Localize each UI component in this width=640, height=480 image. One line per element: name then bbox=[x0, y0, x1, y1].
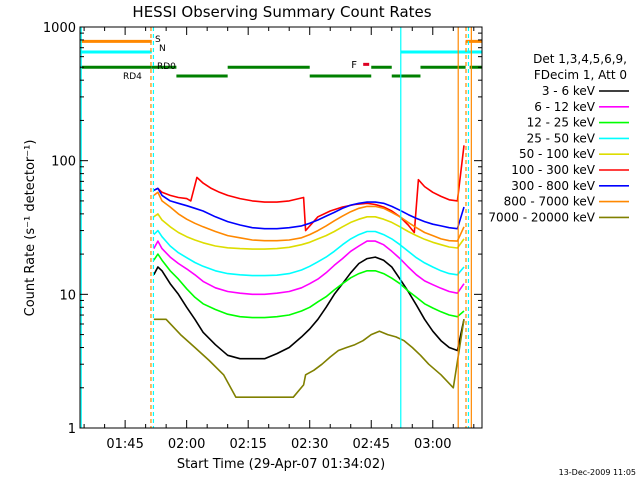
x-tick-label-5: 03:00 bbox=[414, 437, 451, 452]
series-line-8 bbox=[153, 318, 465, 399]
legend-label-8: 7000 - 20000 keV bbox=[488, 210, 595, 224]
x-tick-label-0: 01:45 bbox=[106, 437, 143, 452]
series-line-0 bbox=[153, 256, 465, 360]
chart-title: HESSI Observing Summary Count Rates bbox=[132, 3, 431, 21]
state-label-2: RD0 bbox=[157, 62, 176, 72]
series-line-1 bbox=[153, 240, 465, 296]
legend-label-4: 50 - 100 keV bbox=[519, 147, 596, 161]
state-label-0: S bbox=[155, 35, 161, 45]
y-tick-label-1: 10 bbox=[59, 288, 76, 303]
series-line-3 bbox=[153, 229, 465, 277]
y-axis: 1 10 100 1000 bbox=[43, 21, 482, 437]
legend: Det 1,3,4,5,6,9, FDecim 1, Att 0 3 - 6 k… bbox=[488, 52, 629, 224]
x-tick-label-4: 02:45 bbox=[353, 437, 390, 452]
x-tick-label-1: 02:00 bbox=[168, 437, 205, 452]
series-line-6 bbox=[153, 187, 465, 230]
flare-flag-label: F bbox=[351, 60, 357, 71]
legend-label-5: 100 - 300 keV bbox=[511, 163, 595, 177]
legend-label-3: 25 - 50 keV bbox=[527, 131, 596, 145]
y-tick-label-3: 1000 bbox=[43, 21, 76, 36]
plot-area bbox=[153, 145, 465, 399]
x-tick-label-2: 02:15 bbox=[229, 437, 266, 452]
y-tick-label-2: 100 bbox=[51, 155, 76, 170]
legend-title-line-2: FDecim 1, Att 0 bbox=[534, 68, 627, 82]
footer-timestamp: 13-Dec-2009 11:05 bbox=[559, 468, 636, 477]
legend-label-2: 12 - 25 keV bbox=[527, 116, 596, 130]
state-label-3: RD4 bbox=[123, 72, 142, 82]
legend-label-7: 800 - 7000 keV bbox=[504, 195, 596, 209]
vertical-markers bbox=[80, 27, 472, 428]
legend-label-0: 3 - 6 keV bbox=[542, 84, 596, 98]
legend-label-1: 6 - 12 keV bbox=[534, 100, 596, 114]
x-axis-title: Start Time (29-Apr-07 01:34:02) bbox=[177, 457, 385, 472]
flare-flag-mark bbox=[363, 62, 370, 66]
legend-label-6: 300 - 800 keV bbox=[511, 179, 595, 193]
y-tick-label-0: 1 bbox=[68, 422, 76, 437]
plot-frame bbox=[79, 26, 483, 429]
series-line-7 bbox=[153, 191, 465, 242]
series-line-2 bbox=[153, 253, 465, 319]
series-line-5 bbox=[153, 145, 465, 234]
x-axis: 01:45 02:00 02:15 02:30 02:45 03:00 bbox=[83, 27, 475, 452]
x-tick-label-3: 02:30 bbox=[291, 437, 328, 452]
series-line-4 bbox=[153, 213, 465, 250]
legend-title-line-1: Det 1,3,4,5,6,9, bbox=[533, 52, 627, 66]
instrument-state-bars bbox=[80, 39, 482, 78]
state-label-1: N bbox=[159, 44, 166, 54]
y-axis-title: Count Rate (s⁻¹ detector⁻¹) bbox=[23, 140, 38, 317]
